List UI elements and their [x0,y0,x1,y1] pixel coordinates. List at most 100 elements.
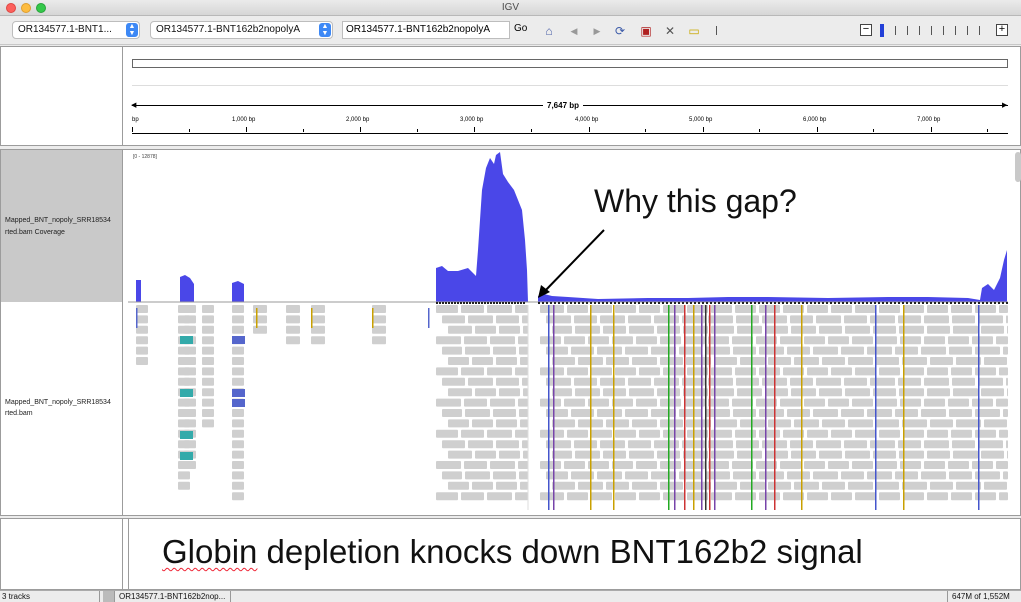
back-icon[interactable]: ◀ [570,26,578,36]
read [372,315,386,324]
zoom-tick[interactable] [931,26,932,35]
coverage-tick-mark [670,302,672,304]
read [232,429,244,438]
ruler-minor-tick [417,129,418,132]
read [448,419,469,428]
coverage-tick-mark [690,302,692,304]
zoom-tick[interactable] [955,26,956,35]
zoom-tick[interactable] [943,26,944,35]
read [870,315,895,324]
coverage-tick-mark [493,302,495,304]
read [567,492,588,501]
mismatch-column [714,305,716,510]
read [1003,346,1008,355]
locus-search-input[interactable]: OR134577.1-BNT162b2nopolyA [342,21,510,39]
read [813,346,838,355]
coverage-tick-mark [970,302,972,304]
coverage-tick-mark [554,302,556,304]
status-memory: 647M of 1,552M [952,592,1010,601]
coverage-tick-mark [574,302,576,304]
read [202,398,214,407]
coverage-tick-mark [466,302,468,304]
coverage-tick-mark [870,302,872,304]
zoom-level-indicator[interactable] [880,24,884,37]
read [253,325,267,334]
resize-icon[interactable]: ✕ [664,24,676,38]
read [625,409,648,417]
read [895,409,918,417]
alignment-track-name-line1[interactable]: Mapped_BNT_nopoly_SRR18534 [5,399,111,406]
read [780,398,801,407]
read [464,398,487,407]
coverage-tick-mark [550,302,552,304]
coverage-tick-mark [558,302,560,304]
read [639,492,660,501]
read [660,419,683,428]
coverage-tick-mark [457,302,459,304]
read [468,440,493,449]
zoom-in-button[interactable]: + [996,24,1008,36]
read [735,492,756,501]
coverage-tick-mark [850,302,852,304]
coverage-tick-mark [582,302,584,304]
read [567,305,588,313]
read [733,471,756,480]
go-button[interactable]: Go [514,23,528,34]
read [523,325,528,334]
coverage-tick-mark [682,302,684,304]
read [711,367,732,376]
maximize-window-button[interactable] [36,3,46,13]
read [822,419,845,428]
ruler-tick [931,127,932,132]
read [873,450,896,459]
coverage-tick-mark [794,302,796,304]
read [612,461,633,469]
ruler-tick [360,127,361,132]
span-right-arrow-icon: ▶ [1002,102,1008,109]
ruler-tick-label: 2,000 bp [346,117,370,123]
forward-icon[interactable]: ▶ [593,26,601,36]
mismatch-column [548,305,550,510]
coverage-tick-mark [802,302,804,304]
ruler-panel[interactable]: ◀ ▶ 7,647 bp bp 1,000 bp 2,000 bp 3,000 bp 4… [128,47,1015,145]
read [575,388,600,397]
read [780,336,801,345]
tracks-data-panel[interactable]: [0 - 12878] [128,150,1015,515]
coverage-tick-mark [520,302,522,304]
zoom-tick[interactable] [907,26,908,35]
zoom-tick[interactable] [967,26,968,35]
zoom-tick[interactable] [979,26,980,35]
minimize-window-button[interactable] [21,3,31,13]
read [841,346,864,355]
read [953,450,978,459]
read [632,481,657,490]
read [813,409,838,417]
zoom-out-button[interactable]: − [860,24,872,36]
read [679,346,702,355]
popup-icon[interactable]: ▭ [688,24,700,38]
read [184,440,196,449]
read [879,367,900,376]
read [564,336,585,345]
track-visualization[interactable] [128,150,1008,515]
zoom-tick[interactable] [895,26,896,35]
span-left-arrow-icon: ◀ [131,102,137,109]
read [999,367,1008,376]
read [632,419,657,428]
read [518,398,528,407]
close-window-button[interactable] [6,3,16,13]
read [705,409,730,417]
zoom-tick[interactable] [919,26,920,35]
coverage-tick-mark [818,302,820,304]
vertical-scrollbar[interactable] [1015,152,1021,182]
coverage-track-name-selected[interactable]: Mapped_BNT_nopoly_SRR18534 rted.bam Cove… [1,150,122,302]
home-icon[interactable]: ⌂ [545,24,553,38]
read [714,419,737,428]
read [845,388,870,397]
roi-icon[interactable]: ▣ [640,24,652,38]
chromosome-dropdown[interactable]: OR134577.1-BNT162b2nopolyA ▲ ▼ [150,21,333,39]
genome-dropdown[interactable]: OR134577.1-BNT1... ▲ ▼ [12,21,140,39]
chromosome-ideogram[interactable] [132,59,1008,68]
read [981,450,1004,459]
refresh-icon[interactable]: ⟳ [614,24,626,38]
